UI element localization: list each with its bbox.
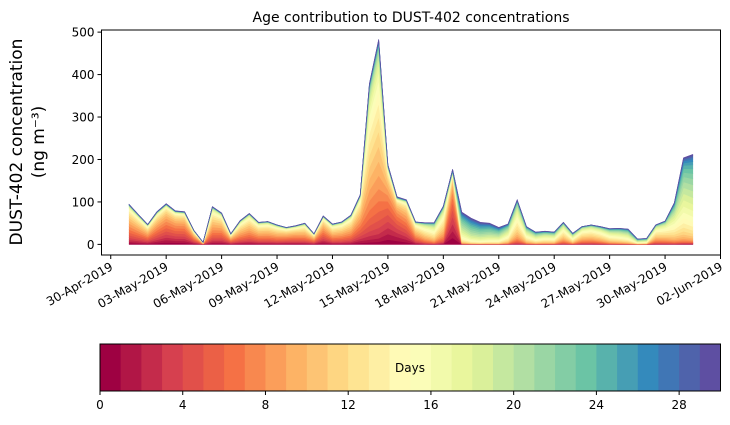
colorbar-bin-day-28 [679,344,701,391]
colorbar: 0 4 8 12 16 20 24 28 [96,343,721,412]
colorbar-bin-day-5 [203,344,225,391]
colorbar-bin-day-16 [430,344,453,391]
colorbar-bin-day-15 [410,344,432,391]
y-axis-label-line1: DUST-402 concentration [7,39,27,246]
plot-frame [101,29,721,256]
area-layers [128,39,694,245]
chart-title: Age contribution to DUST-402 concentrati… [253,10,570,26]
y-axis-label-line2: (ng m⁻³) [29,106,49,179]
colorbar-tick-label: 0 [96,398,104,412]
y-tick-label: 500 [72,26,95,40]
colorbar-tick-label: 12 [341,398,356,412]
colorbar-bin-day-27 [658,344,680,391]
colorbar-bin-day-20 [513,344,535,391]
colorbar-tick-label: 28 [671,398,686,412]
y-tick-label: 200 [72,153,95,167]
colorbar-bin-day-6 [224,344,246,391]
colorbar-bin-day-7 [244,344,266,391]
colorbar-bin-day-0 [100,344,122,391]
colorbar-bin-day-21 [534,344,556,391]
x-axis: 30-Apr-201903-May-201906-May-201909-May-… [44,255,725,311]
colorbar-bin-day-11 [327,344,349,391]
colorbar-tick-label: 24 [589,398,604,412]
colorbar-bin-day-8 [265,344,287,391]
colorbar-bin-day-4 [182,344,204,391]
colorbar-bin-day-1 [120,344,142,391]
y-tick-label: 400 [72,68,95,82]
colorbar-bin-day-12 [348,344,370,391]
colorbar-bin-day-2 [141,344,163,391]
area-layer-day-29 [128,39,694,243]
colorbar-bin-day-13 [368,344,391,391]
colorbar-bin-day-25 [617,344,639,391]
colorbar-bin-day-9 [286,344,308,391]
colorbar-bin-day-17 [451,344,473,391]
colorbar-bin-day-10 [306,344,329,391]
colorbar-tick-label: 8 [262,398,270,412]
colorbar-bin-day-23 [575,344,597,391]
colorbar-tick-label: 4 [179,398,187,412]
y-tick-label: 300 [72,111,95,125]
colorbar-bin-day-22 [555,344,577,391]
colorbar-tick-label: 20 [506,398,521,412]
colorbar-bin-day-14 [389,344,411,391]
colorbar-bin-day-26 [637,344,659,391]
colorbar-bin-day-24 [596,344,618,391]
colorbar-tick-label: 16 [423,398,438,412]
y-axis: 0 100 200 300 400 500 [72,26,102,252]
colorbar-bin-day-19 [492,344,515,391]
colorbar-frame [99,343,721,392]
colorbar-bin-day-29 [699,344,721,391]
y-tick-label: 100 [72,195,95,209]
colorbar-bin-day-18 [472,344,494,391]
colorbar-bin-day-3 [162,344,184,391]
y-tick-label: 0 [87,238,95,252]
colorbar-label: Days [395,361,425,375]
